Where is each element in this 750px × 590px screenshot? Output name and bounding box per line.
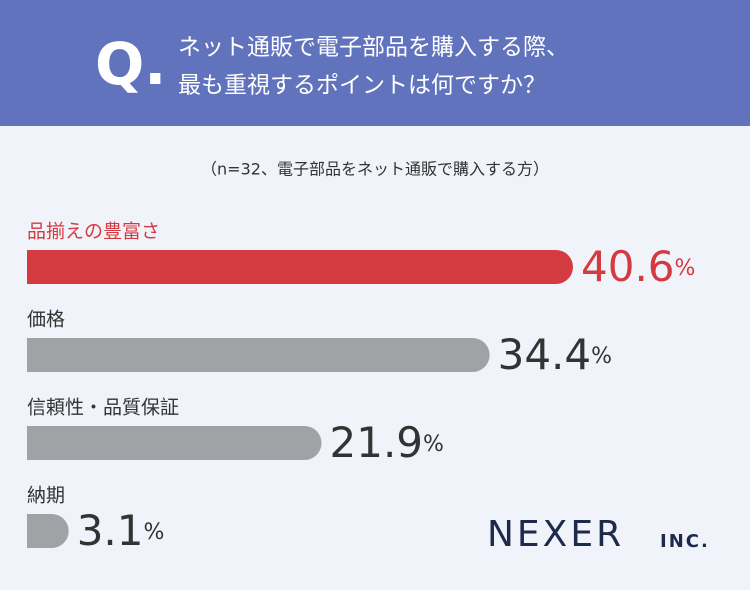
value-label: 40.6% [581,242,695,291]
bar [27,514,69,548]
bar [27,338,490,372]
bar [27,426,322,460]
category-label: 納期 [27,485,65,507]
question-line: ネット通販で電子部品を購入する際、 [178,35,569,61]
logo-suffix: INC. [660,531,710,552]
value-label: 3.1% [77,506,165,555]
category-label: 信頼性・品質保証 [27,397,179,419]
logo: NEXER [487,514,624,555]
value-label: 21.9% [330,418,444,467]
subtitle: （n=32、電子部品をネット通販で購入する方） [201,160,549,179]
value-label: 34.4% [498,330,612,379]
question-line: 最も重視するポイントは何ですか？ [178,73,546,99]
header [0,0,750,126]
question-mark: Q. [95,30,166,98]
category-label: 品揃えの豊富さ [27,221,160,243]
bar [27,250,573,284]
category-label: 価格 [27,309,65,331]
